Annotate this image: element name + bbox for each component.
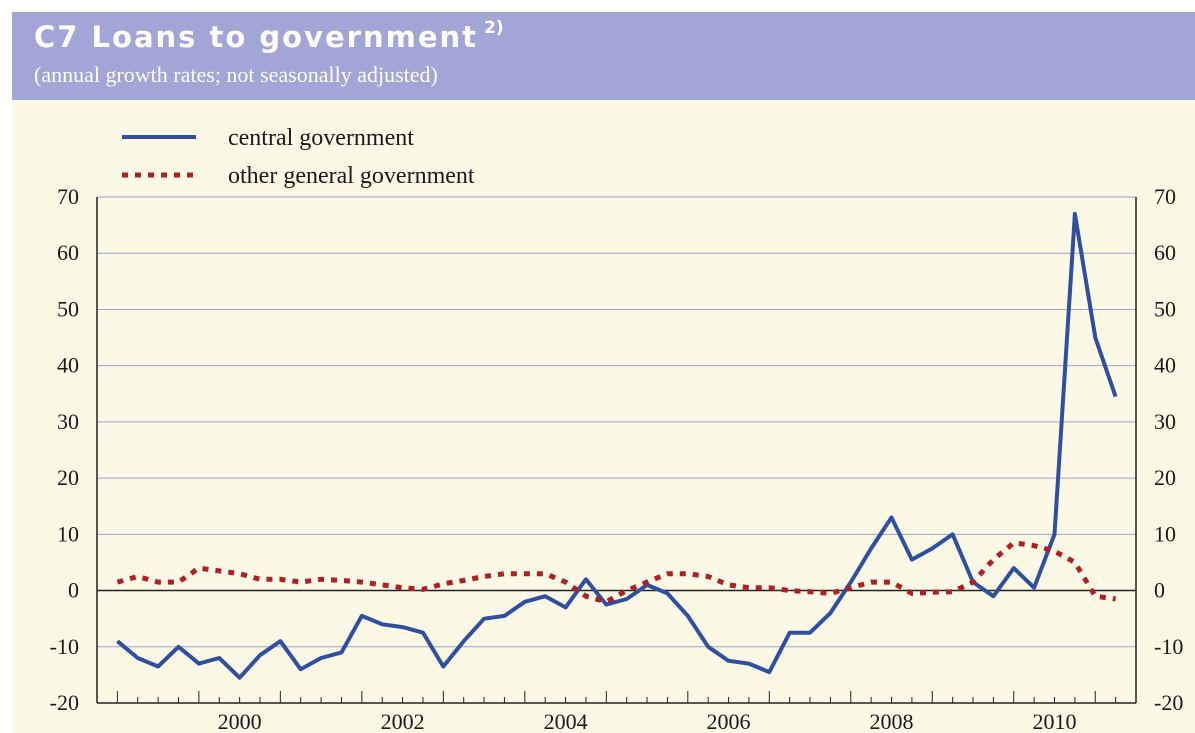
y-tick-label-right: 0 (1154, 578, 1165, 603)
y-tick-label-right: -20 (1154, 690, 1183, 715)
y-tick-label-left: 40 (57, 353, 79, 378)
y-tick-label-left: 10 (57, 521, 79, 546)
chart-panel (12, 12, 1195, 733)
x-tick-label: 2004 (544, 709, 588, 733)
y-tick-label-right: 40 (1154, 353, 1176, 378)
y-tick-label-left: 20 (57, 465, 79, 490)
title-bar (12, 12, 1195, 100)
x-tick-label: 2006 (707, 709, 751, 733)
chart-subtitle: (annual growth rates; not seasonally adj… (34, 62, 438, 87)
x-tick-label: 2010 (1033, 709, 1077, 733)
y-tick-label-right: 30 (1154, 409, 1176, 434)
y-tick-label-left: 50 (57, 296, 79, 321)
y-tick-label-left: -10 (50, 634, 79, 659)
y-axis-right: 70 60 50 40 30 20 10 0 -10 -20 (1154, 184, 1183, 715)
x-tick-label: 2008 (870, 709, 914, 733)
axes (96, 197, 1137, 704)
y-tick-label-left: 0 (68, 578, 79, 603)
y-tick-label-left: 60 (57, 240, 79, 265)
chart-title: C7 Loans to government 2) (34, 18, 504, 54)
legend-label: other general government (228, 163, 475, 189)
y-tick-label-left: 70 (57, 184, 79, 209)
legend-label: central government (228, 125, 414, 151)
legend: central government other general governme… (122, 125, 475, 189)
y-tick-label-right: 50 (1154, 296, 1176, 321)
x-axis: 2000 2002 2004 2006 2008 2010 (218, 709, 1077, 733)
gridlines (97, 196, 1136, 648)
y-tick-label-left: -20 (50, 690, 79, 715)
series-group (116, 211, 1118, 680)
series-line-central-government (116, 211, 1118, 680)
x-tick-label: 2000 (218, 709, 262, 733)
series-line-other-general-government (116, 540, 1116, 605)
y-tick-label-right: 70 (1154, 184, 1176, 209)
y-tick-label-left: 30 (57, 409, 79, 434)
y-tick-label-right: 20 (1154, 465, 1176, 490)
title-footnote: 2) (484, 18, 504, 38)
y-axis-left: 70 60 50 40 30 20 10 0 -10 -20 (50, 184, 79, 715)
chart-title-text: C7 Loans to government (34, 20, 479, 54)
y-tick-label-right: 60 (1154, 240, 1176, 265)
y-tick-label-right: -10 (1154, 634, 1183, 659)
x-tick-label: 2002 (381, 709, 425, 733)
y-tick-label-right: 10 (1154, 521, 1176, 546)
